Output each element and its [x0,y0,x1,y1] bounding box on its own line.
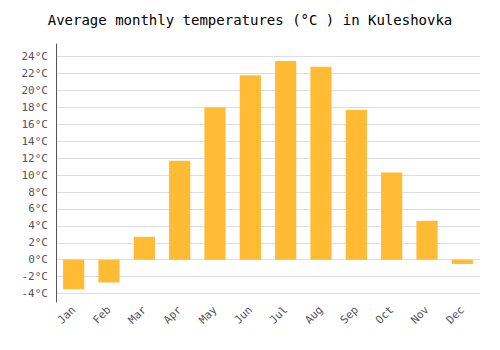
svg-text:Jan: Jan [55,303,78,326]
svg-text:Nov: Nov [408,303,431,326]
svg-text:14°C: 14°C [22,135,49,148]
svg-text:Mar: Mar [126,303,149,326]
svg-text:22°C: 22°C [22,67,49,80]
svg-text:Jul: Jul [267,303,290,326]
svg-text:Dec: Dec [444,303,467,326]
svg-text:Average monthly temperatures (: Average monthly temperatures (°C ) in Ku… [48,12,453,28]
svg-text:Aug: Aug [302,303,325,326]
svg-text:Oct: Oct [373,303,396,326]
svg-text:18°C: 18°C [22,101,49,114]
svg-text:Feb: Feb [90,303,113,326]
svg-text:10°C: 10°C [22,169,49,182]
svg-text:0°C: 0°C [28,253,48,266]
svg-text:2°C: 2°C [28,236,48,249]
svg-text:20°C: 20°C [22,84,49,97]
svg-text:Jun: Jun [232,303,255,326]
svg-text:Sep: Sep [338,303,361,326]
svg-text:12°C: 12°C [22,152,49,165]
svg-text:24°C: 24°C [22,50,49,63]
svg-text:16°C: 16°C [22,118,49,131]
svg-text:8°C: 8°C [28,186,48,199]
svg-text:-2°C: -2°C [22,270,49,283]
svg-text:4°C: 4°C [28,219,48,232]
svg-text:6°C: 6°C [28,202,48,215]
svg-text:May: May [196,303,219,326]
svg-text:-4°C: -4°C [22,287,49,300]
svg-text:Apr: Apr [161,303,184,326]
